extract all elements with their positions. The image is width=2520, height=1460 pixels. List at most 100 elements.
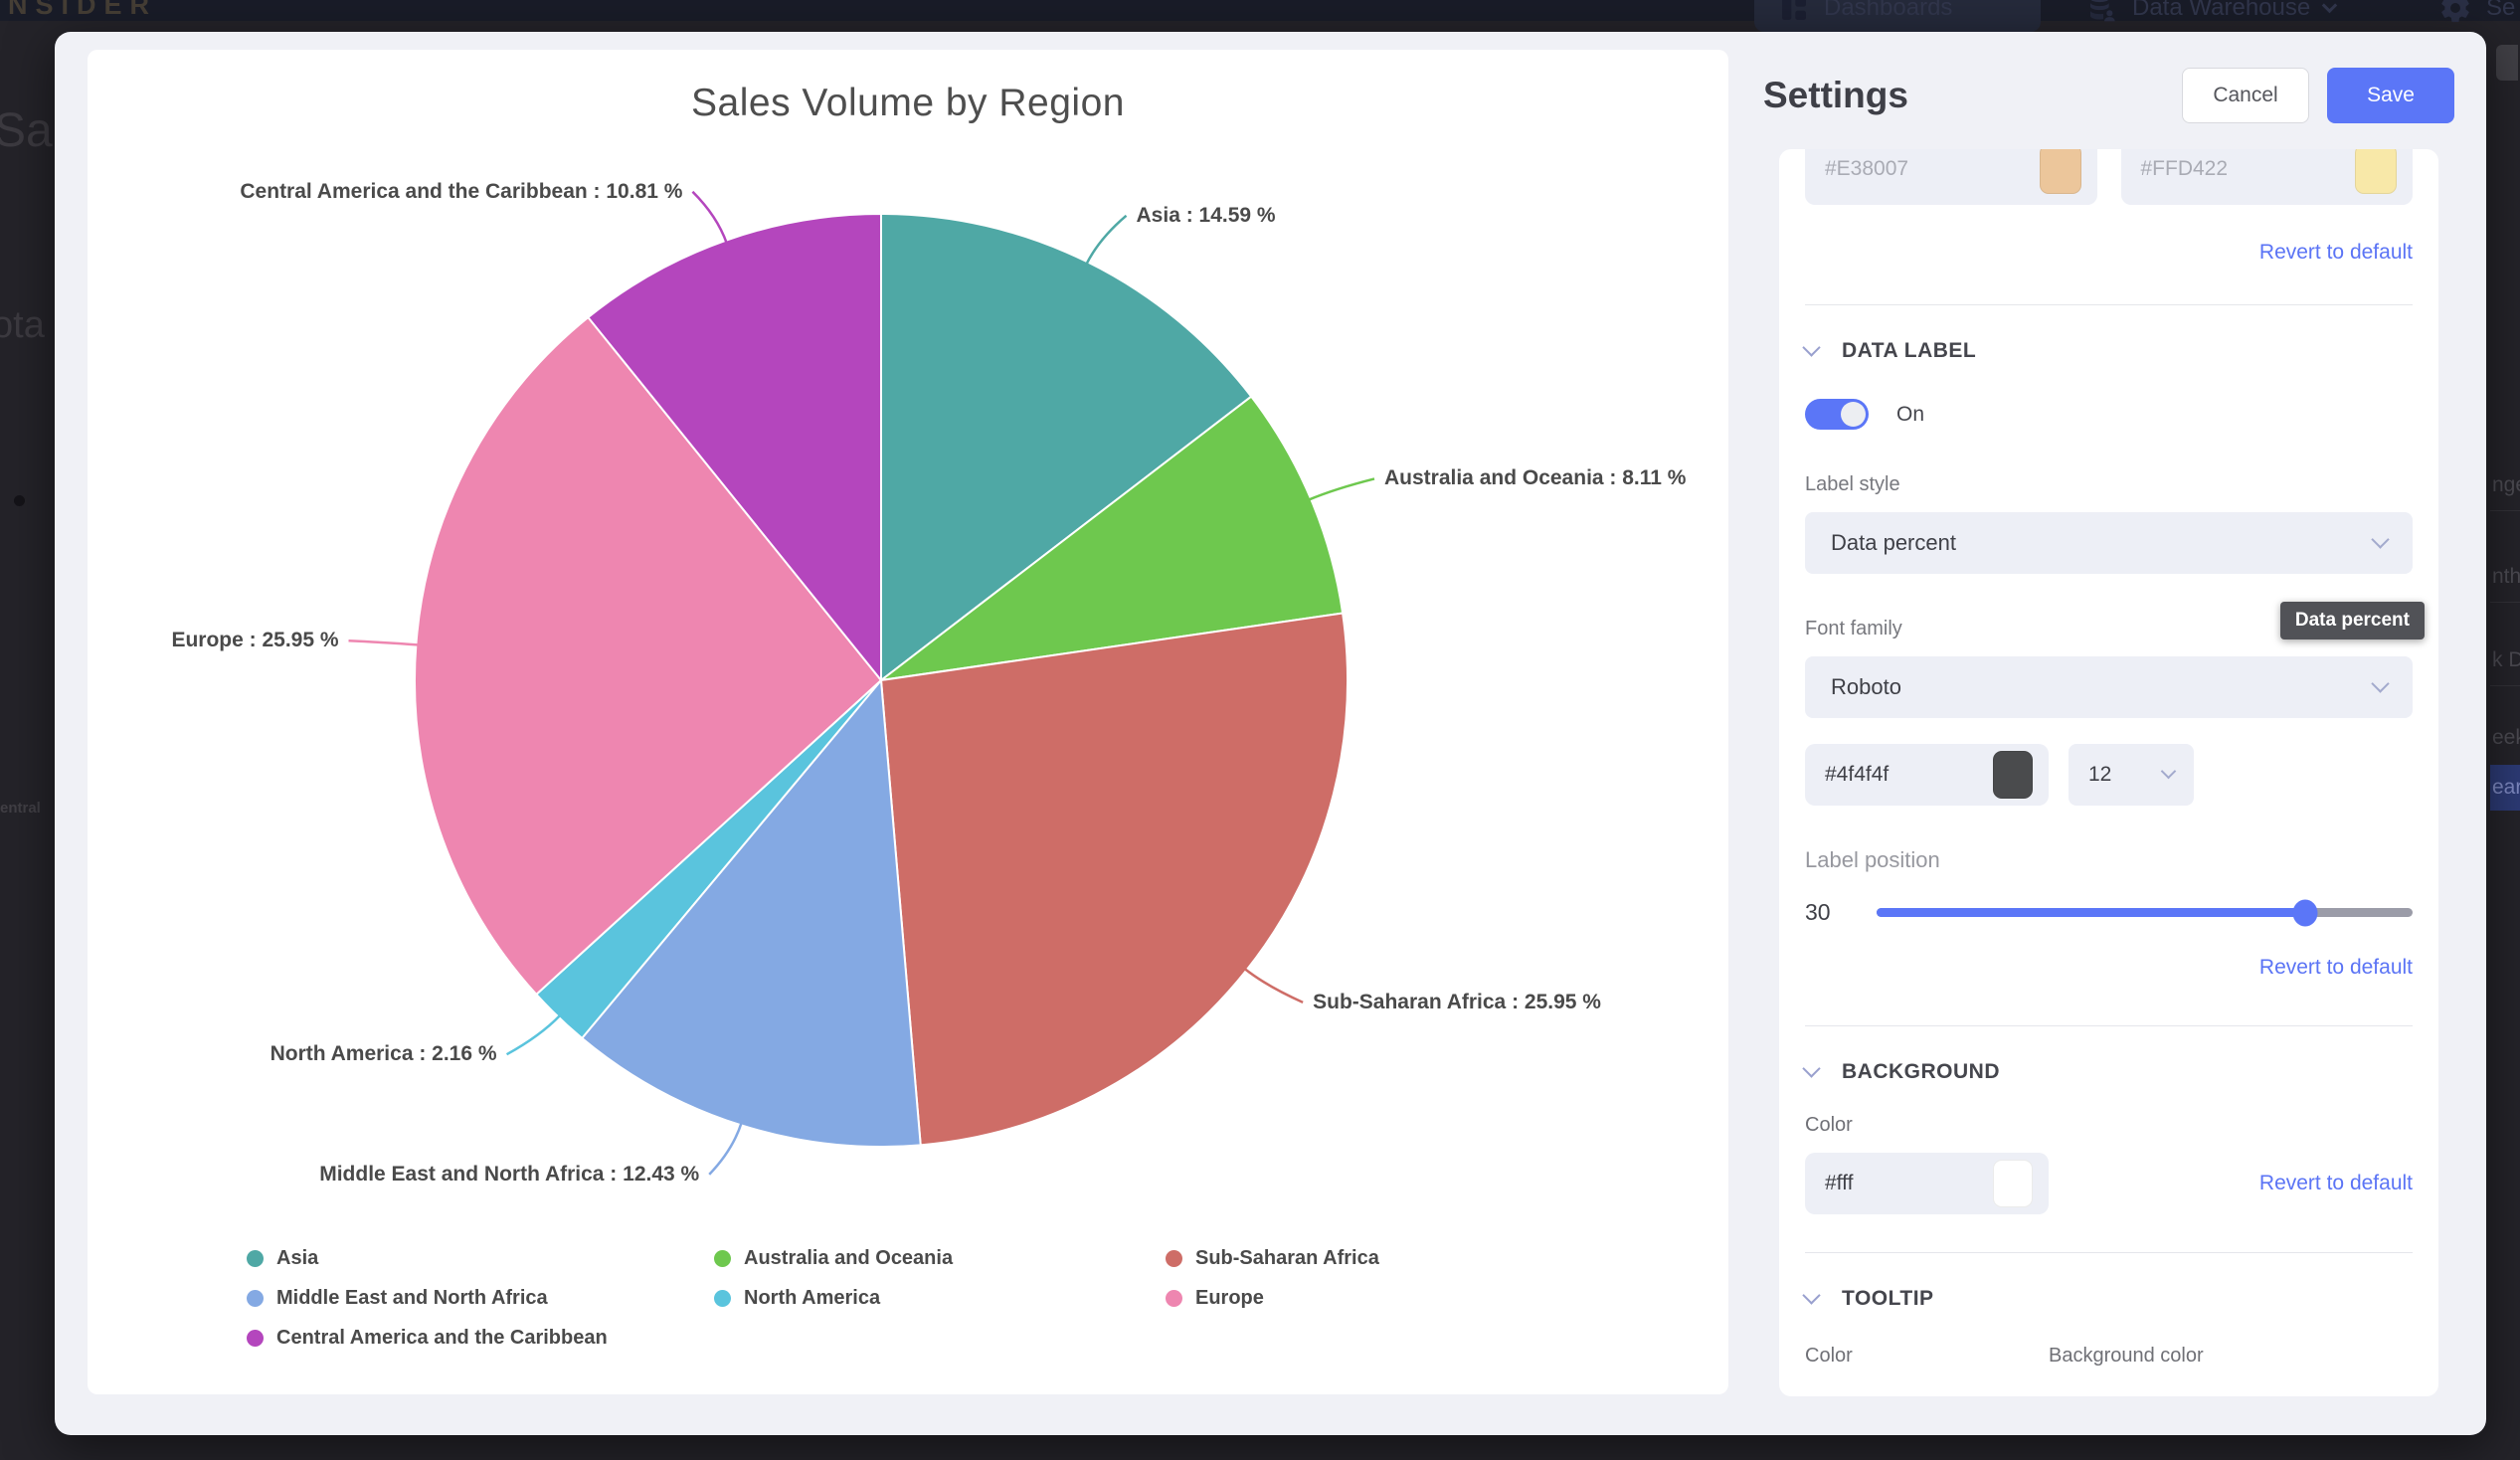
color-swatch[interactable] — [2039, 149, 2081, 194]
legend-column: Australia and Oceania North America — [714, 1247, 953, 1310]
dashboard-grid-icon — [1778, 0, 1810, 24]
background-fragment: k D — [2492, 648, 2520, 671]
legend-item-middle-east-and-north-africa[interactable]: Middle East and North Africa — [247, 1287, 608, 1310]
top-navigation-bar: NSIDER Dashboards Data Warehouse — [0, 0, 2520, 32]
legend-marker-icon — [1166, 1250, 1182, 1267]
tooltip-background-color-label: Background color — [2049, 1345, 2204, 1367]
background-fragment-selected: ear — [2490, 765, 2520, 811]
pie-slice-label: Middle East and North Africa : 12.43 % — [319, 1162, 700, 1186]
chart-legend: Asia Middle East and North Africa Central … — [88, 1247, 1728, 1376]
section-header-background[interactable]: BACKGROUND — [1802, 1058, 2413, 1084]
legend-item-central-america-and-the-caribbean[interactable]: Central America and the Caribbean — [247, 1327, 608, 1350]
font-family-select[interactable]: Roboto — [1805, 656, 2413, 718]
toggle-knob — [1841, 402, 1866, 427]
tooltip-color-label: Color — [1805, 1345, 1853, 1367]
chart-settings-modal: Sales Volume by Region Asia Middle East a… — [55, 32, 2486, 1435]
background-color-swatch[interactable] — [1993, 1160, 2033, 1207]
slider-handle[interactable] — [2292, 899, 2318, 926]
nav-dashboards-label: Dashboards — [1824, 0, 1953, 21]
legend-marker-icon — [247, 1330, 264, 1347]
nav-data-warehouse-label: Data Warehouse — [2132, 0, 2311, 21]
toggle-state-label: On — [1896, 402, 1925, 426]
legend-column: Asia Middle East and North Africa Central … — [247, 1247, 608, 1350]
divider — [1805, 304, 2413, 305]
settings-panel: Settings Cancel Save #E38007 #FFD422 Rev… — [1763, 32, 2454, 1435]
settings-scroll-card[interactable]: #E38007 #FFD422 Revert to default DATA L… — [1779, 149, 2438, 1396]
chevron-down-icon — [1802, 1285, 1821, 1305]
chevron-down-icon — [2160, 763, 2177, 779]
nav-dashboards-button[interactable]: Dashboards — [1754, 0, 2041, 32]
label-position-slider[interactable] — [1877, 899, 2413, 926]
legend-label: Australia and Oceania — [744, 1247, 954, 1269]
font-color-input[interactable]: #4f4f4f — [1805, 744, 2049, 806]
legend-column: Sub-Saharan Africa Europe — [1166, 1247, 1379, 1310]
pie-chart[interactable] — [88, 50, 1728, 1394]
font-family-label: Font family — [1805, 618, 1902, 639]
legend-label: North America — [744, 1287, 881, 1309]
nav-data-warehouse-button[interactable]: Data Warehouse — [2086, 0, 2338, 32]
background-fragment: Sal — [0, 104, 64, 157]
settings-panel-title: Settings — [1763, 75, 1908, 115]
pie-slice-label: Sub-Saharan Africa : 25.95 % — [1313, 990, 1601, 1013]
legend-item-australia-and-oceania[interactable]: Australia and Oceania — [714, 1247, 953, 1270]
legend-marker-icon — [247, 1250, 264, 1267]
hover-tooltip: Data percent — [2279, 602, 2425, 639]
pie-label-leader-line — [505, 1013, 562, 1056]
label-style-select[interactable]: Data percent — [1805, 512, 2413, 574]
pie-slice-label: Central America and the Caribbean : 10.8… — [240, 179, 683, 203]
cancel-button[interactable]: Cancel — [2182, 68, 2309, 123]
pie-label-leader-line — [1243, 967, 1304, 1004]
chevron-down-icon — [1802, 337, 1821, 357]
pie-label-leader-line — [708, 1122, 743, 1176]
pie-slice-label: Asia : 14.59 % — [1136, 203, 1276, 227]
pie-slice-sub-saharan-africa[interactable] — [879, 612, 1349, 1147]
background-fragment: nge — [2492, 473, 2520, 496]
background-fragment-dot — [14, 495, 25, 506]
legend-item-sub-saharan-africa[interactable]: Sub-Saharan Africa — [1166, 1247, 1379, 1270]
legend-marker-icon — [714, 1290, 731, 1307]
legend-marker-icon — [1166, 1290, 1182, 1307]
chevron-down-icon — [2321, 0, 2338, 13]
database-icon — [2086, 0, 2118, 24]
font-color-swatch[interactable] — [1993, 751, 2033, 799]
pie-label-leader-line — [1307, 477, 1375, 501]
label-style-label: Label style — [1805, 473, 1900, 495]
section-header-data-label[interactable]: DATA LABEL — [1802, 337, 2413, 363]
chevron-down-icon — [2371, 529, 2390, 549]
legend-item-asia[interactable]: Asia — [247, 1247, 608, 1270]
slider-value: 30 — [1805, 899, 1831, 925]
revert-to-default-link[interactable]: Revert to default — [2258, 956, 2413, 979]
legend-label: Middle East and North Africa — [276, 1287, 548, 1309]
save-button[interactable]: Save — [2327, 68, 2454, 123]
pie-slice-label: North America : 2.16 % — [270, 1042, 497, 1066]
legend-item-north-america[interactable]: North America — [714, 1287, 953, 1310]
legend-label: Europe — [1195, 1287, 1264, 1309]
font-size-select[interactable]: 12 — [2069, 744, 2194, 806]
background-color-input[interactable]: #fff — [1805, 1153, 2049, 1214]
legend-label: Central America and the Caribbean — [276, 1327, 608, 1349]
chart-title: Sales Volume by Region — [691, 82, 1125, 124]
chevron-down-icon — [1802, 1058, 1821, 1078]
color-hex-input[interactable]: #E38007 — [1805, 149, 2097, 205]
background-fragment: entral — [0, 800, 41, 817]
nav-settings-label: Se — [2486, 0, 2516, 21]
background-fragment: eek — [2492, 726, 2520, 749]
revert-to-default-link[interactable]: Revert to default — [2258, 1172, 2413, 1194]
background-fragment: nth — [2492, 565, 2520, 588]
data-label-toggle[interactable] — [1805, 399, 1869, 430]
gear-icon — [2438, 0, 2472, 25]
legend-item-europe[interactable]: Europe — [1166, 1287, 1379, 1310]
divider — [1805, 1252, 2413, 1253]
section-header-tooltip[interactable]: TOOLTIP — [1802, 1285, 2413, 1311]
color-swatch[interactable] — [2355, 149, 2397, 194]
pie-slice-label: Europe : 25.95 % — [171, 629, 339, 652]
revert-to-default-link[interactable]: Revert to default — [2258, 241, 2413, 264]
pie-label-leader-line — [348, 639, 420, 646]
nav-settings-button[interactable]: Se — [2438, 0, 2515, 32]
background-right-strip: nge nth k D eek ear — [2490, 21, 2520, 1460]
label-position-label: Label position — [1805, 847, 1940, 872]
divider — [1805, 1025, 2413, 1026]
background-color-label: Color — [1805, 1114, 1853, 1136]
pie-slice-label: Australia and Oceania : 8.11 % — [1384, 466, 1687, 490]
color-hex-input[interactable]: #FFD422 — [2120, 149, 2413, 205]
